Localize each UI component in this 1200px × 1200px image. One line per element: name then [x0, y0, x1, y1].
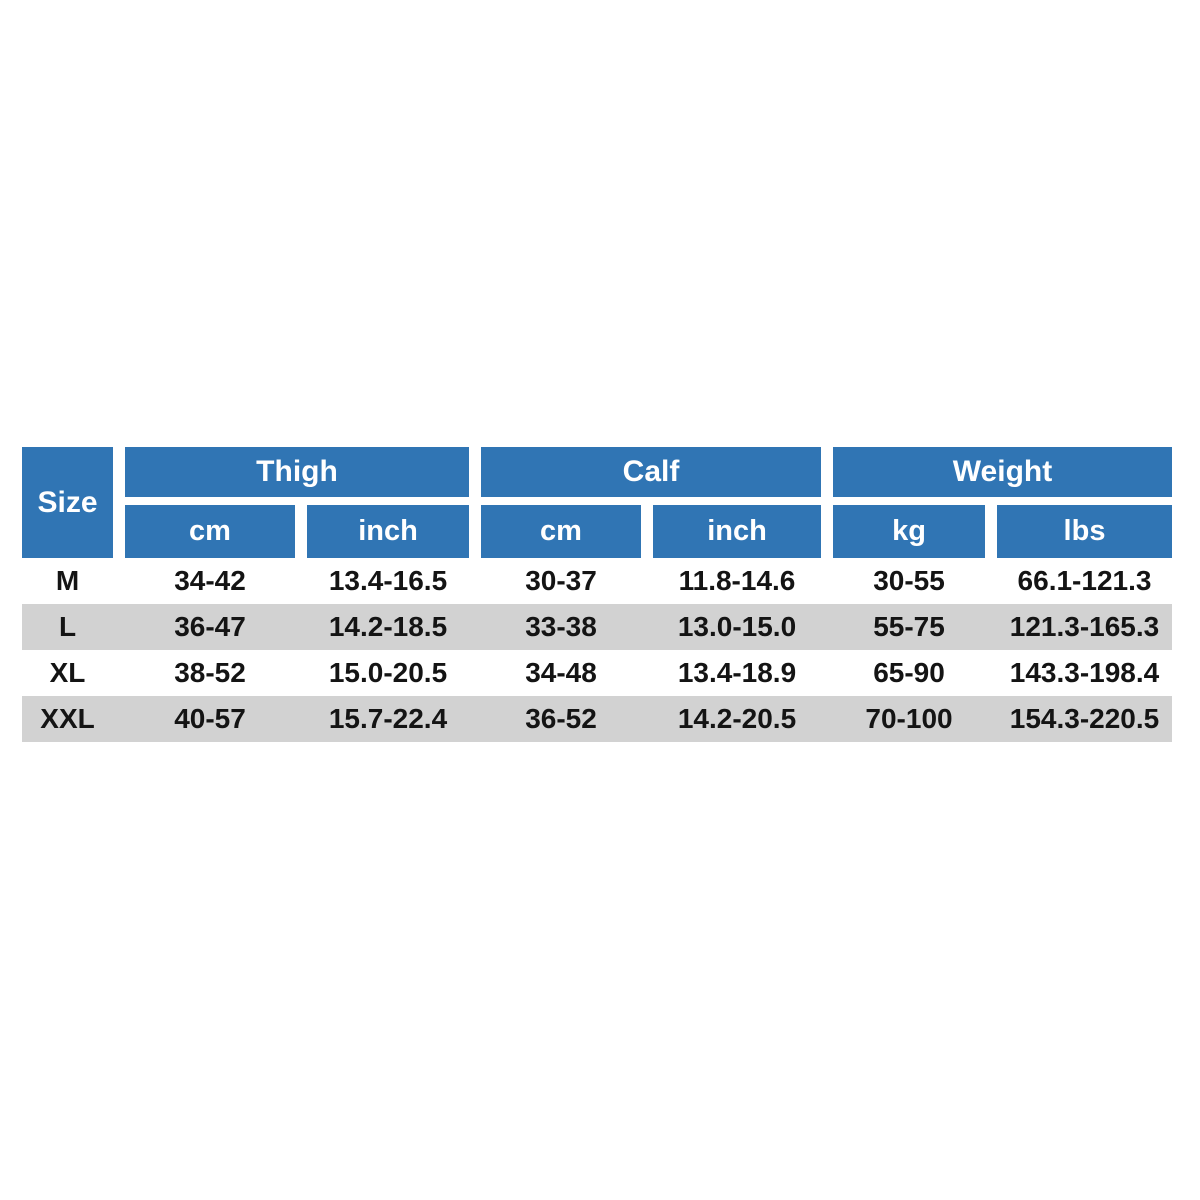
subheader-weight-kg: kg	[833, 505, 985, 558]
cell-thigh-inch: 15.7-22.4	[328, 703, 448, 734]
row-size-label: XL	[49, 657, 86, 688]
cell-calf-cm: 33-38	[525, 611, 597, 642]
table-row-xxl: XXL 40-57 15.7-22.4 36-52 14.2-20.5 70-1…	[22, 696, 1172, 742]
header-group-calf: Calf	[481, 447, 821, 497]
cell-calf-cm: 30-37	[525, 565, 597, 596]
row-size-label: M	[55, 565, 80, 596]
cell-calf-inch: 13.4-18.9	[677, 657, 797, 688]
table-header: Size Thigh Calf Weight cm inch cm inch k…	[22, 447, 1172, 558]
header-group-thigh: Thigh	[125, 447, 469, 497]
cell-thigh-cm: 34-42	[174, 565, 246, 596]
subheader-thigh-cm: cm	[125, 505, 295, 558]
cell-weight-kg: 55-75	[873, 611, 945, 642]
cell-thigh-cm: 40-57	[174, 703, 246, 734]
size-chart-table: Size Thigh Calf Weight cm inch cm inch k…	[22, 447, 1172, 742]
cell-weight-lbs: 143.3-198.4	[1009, 657, 1160, 688]
subheader-thigh-inch: inch	[307, 505, 469, 558]
cell-weight-kg: 30-55	[873, 565, 945, 596]
cell-calf-cm: 34-48	[525, 657, 597, 688]
cell-weight-kg: 65-90	[873, 657, 945, 688]
table-row-m: M 34-42 13.4-16.5 30-37 11.8-14.6 30-55 …	[22, 558, 1172, 604]
row-size-label: L	[58, 611, 77, 642]
subheader-calf-cm: cm	[481, 505, 641, 558]
cell-weight-lbs: 66.1-121.3	[1017, 565, 1152, 596]
cell-thigh-inch: 15.0-20.5	[328, 657, 448, 688]
cell-thigh-cm: 36-47	[174, 611, 246, 642]
cell-calf-inch: 13.0-15.0	[677, 611, 797, 642]
table-row-xl: XL 38-52 15.0-20.5 34-48 13.4-18.9 65-90…	[22, 650, 1172, 696]
cell-calf-inch: 14.2-20.5	[677, 703, 797, 734]
cell-thigh-cm: 38-52	[174, 657, 246, 688]
cell-thigh-inch: 14.2-18.5	[328, 611, 448, 642]
cell-calf-inch: 11.8-14.6	[678, 565, 796, 596]
row-size-label: XXL	[40, 703, 95, 734]
table-row-l: L 36-47 14.2-18.5 33-38 13.0-15.0 55-75 …	[22, 604, 1172, 650]
header-group-weight: Weight	[833, 447, 1172, 497]
subheader-calf-inch: inch	[653, 505, 821, 558]
cell-weight-lbs: 154.3-220.5	[1009, 703, 1160, 734]
cell-weight-lbs: 121.3-165.3	[1009, 611, 1160, 642]
header-size-label: Size	[22, 447, 113, 558]
cell-calf-cm: 36-52	[525, 703, 597, 734]
cell-weight-kg: 70-100	[865, 703, 953, 734]
subheader-weight-lbs: lbs	[997, 505, 1172, 558]
cell-thigh-inch: 13.4-16.5	[328, 565, 448, 596]
